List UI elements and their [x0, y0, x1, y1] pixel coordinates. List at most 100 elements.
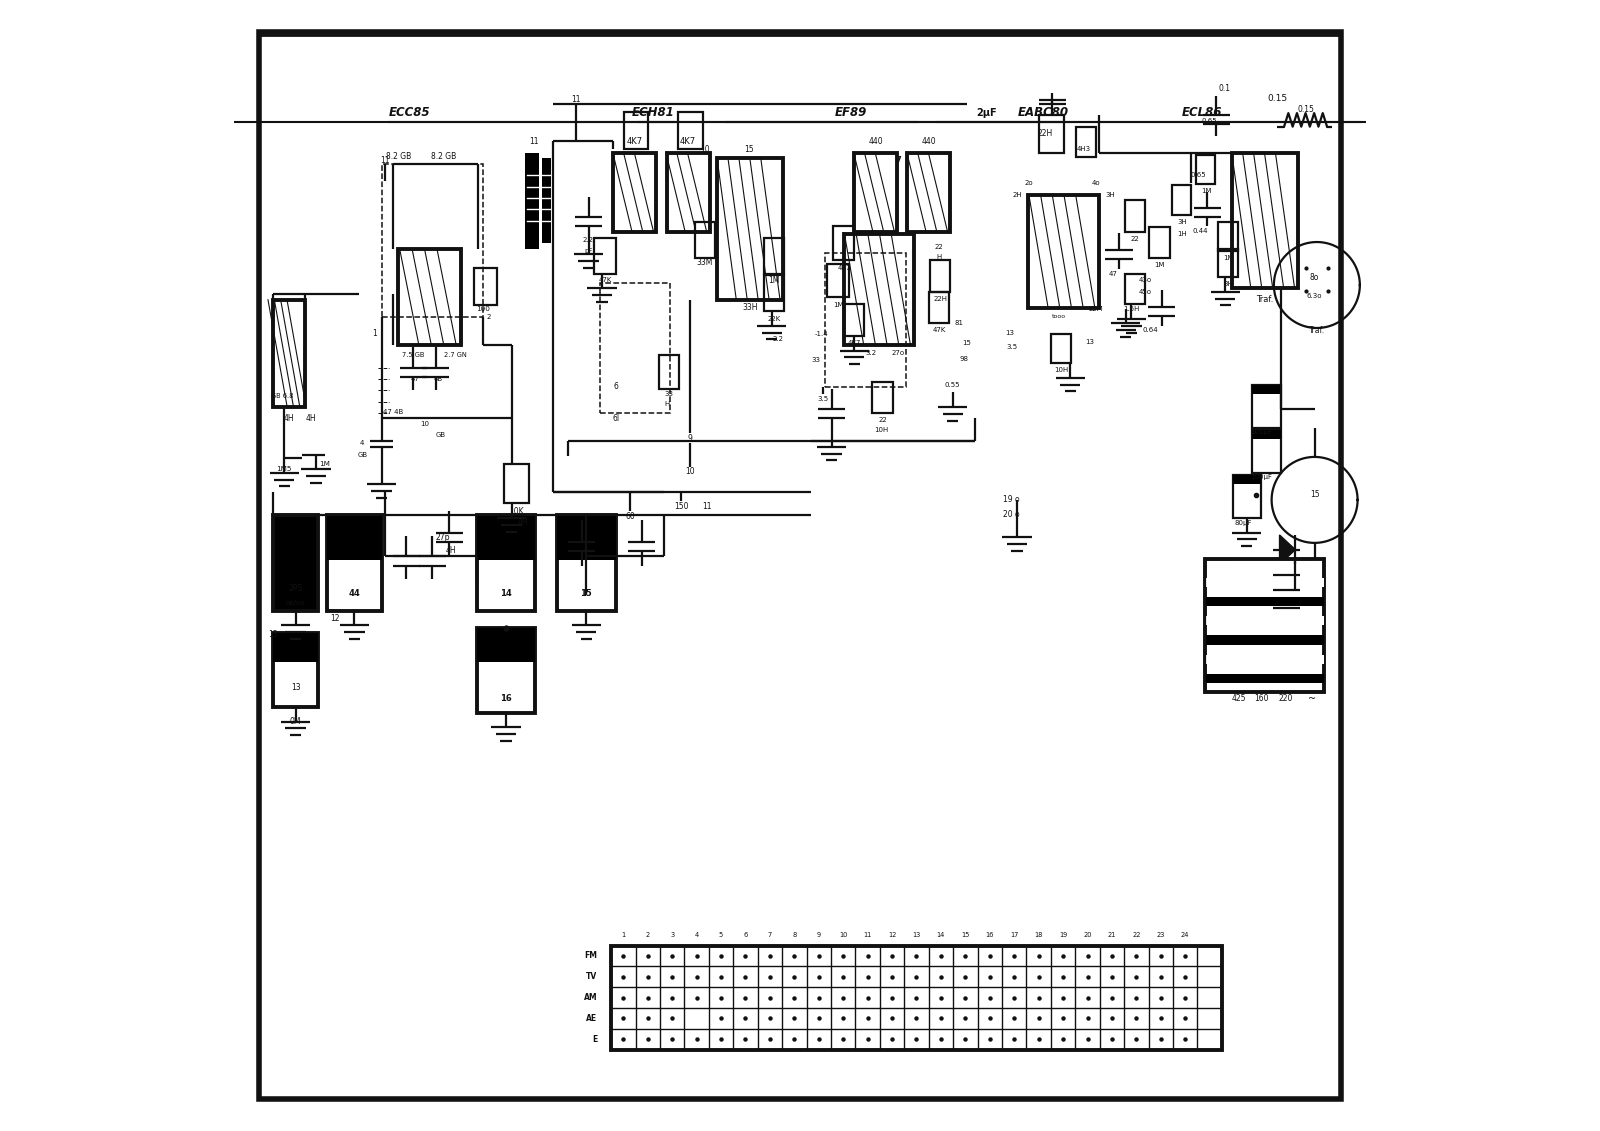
Text: 7: 7	[768, 932, 773, 938]
Text: 22M: 22M	[1090, 305, 1104, 312]
Bar	[872, 382, 893, 413]
Text: 11: 11	[530, 137, 539, 146]
Text: 1M: 1M	[1155, 261, 1165, 268]
Bar	[477, 515, 536, 560]
Text: 13: 13	[291, 683, 301, 692]
Text: EF89: EF89	[835, 106, 867, 119]
Text: 47K: 47K	[598, 277, 613, 284]
Bar	[1205, 559, 1323, 692]
Text: EABC80: EABC80	[1018, 106, 1069, 119]
Text: 11: 11	[702, 502, 712, 511]
Text: 100µF: 100µF	[1251, 474, 1272, 481]
Bar	[845, 234, 914, 345]
Bar	[854, 153, 898, 232]
Text: Traf.: Traf.	[1309, 326, 1325, 335]
Text: 0.1: 0.1	[1218, 84, 1230, 93]
Text: 6: 6	[613, 382, 618, 391]
Text: 0.65: 0.65	[1202, 118, 1218, 124]
Text: 5: 5	[718, 932, 723, 938]
Text: 20 o: 20 o	[1003, 510, 1019, 519]
Text: 2µF: 2µF	[976, 109, 997, 118]
Text: 15: 15	[581, 589, 592, 598]
Text: AE: AE	[587, 1013, 597, 1022]
Text: 4H: 4H	[306, 414, 317, 423]
Bar	[474, 268, 498, 305]
Text: 0.55: 0.55	[946, 381, 960, 388]
Text: 8o: 8o	[1310, 273, 1320, 282]
Text: 100µF: 100µF	[1251, 429, 1272, 435]
Text: 10K: 10K	[509, 507, 523, 516]
Text: 2.2: 2.2	[582, 236, 594, 243]
Bar	[1205, 616, 1323, 625]
Text: 14: 14	[936, 932, 946, 938]
Text: 12: 12	[331, 614, 339, 623]
Polygon shape	[1280, 560, 1296, 589]
Text: ECC85: ECC85	[389, 106, 430, 119]
Text: 6: 6	[744, 932, 747, 938]
Text: 3H: 3H	[1178, 218, 1187, 225]
Text: 11: 11	[571, 95, 581, 104]
Bar	[1232, 153, 1298, 288]
Bar	[1219, 249, 1238, 277]
Text: 15: 15	[962, 339, 971, 346]
Bar	[763, 238, 784, 274]
Text: 6I: 6I	[613, 414, 619, 423]
Text: 11: 11	[864, 932, 872, 938]
Text: 0.15: 0.15	[1298, 105, 1314, 114]
Bar	[694, 222, 715, 258]
Text: tooo: tooo	[1051, 314, 1066, 319]
Bar	[504, 464, 528, 503]
Text: 9: 9	[816, 932, 821, 938]
Bar	[1234, 475, 1261, 484]
Text: 13: 13	[1005, 329, 1014, 336]
Bar	[477, 628, 536, 662]
Bar	[477, 515, 536, 611]
Bar	[542, 158, 550, 243]
Text: ECH81: ECH81	[632, 106, 674, 119]
Text: 4o: 4o	[1093, 180, 1101, 187]
Text: 4H: 4H	[283, 414, 294, 423]
Text: TV: TV	[586, 973, 597, 982]
Text: 0M: 0M	[290, 717, 301, 726]
Text: 10: 10	[421, 421, 429, 428]
Text: 2.2: 2.2	[773, 336, 784, 343]
Text: 1M: 1M	[834, 302, 843, 309]
Text: 440: 440	[869, 137, 883, 146]
Text: 22: 22	[1131, 235, 1139, 242]
Text: 17: 17	[1010, 932, 1018, 938]
Bar	[274, 633, 318, 707]
Text: GB 6.8: GB 6.8	[270, 392, 293, 399]
Text: 1M: 1M	[768, 276, 779, 285]
Text: 60: 60	[626, 512, 635, 521]
Text: 33M: 33M	[698, 258, 714, 267]
Text: 1M: 1M	[320, 460, 331, 467]
Bar	[624, 112, 648, 149]
Text: 0.65: 0.65	[1190, 172, 1206, 179]
Bar	[611, 946, 1222, 1050]
Bar	[328, 515, 381, 560]
Text: 100: 100	[477, 305, 490, 312]
Text: FM: FM	[584, 951, 597, 960]
Text: 8: 8	[792, 932, 797, 938]
Text: 24: 24	[1181, 932, 1189, 938]
Text: E: E	[592, 1035, 597, 1044]
Text: 2: 2	[646, 932, 650, 938]
Text: 10H: 10H	[1054, 366, 1069, 373]
Text: 4K7: 4K7	[627, 137, 643, 146]
Text: 15: 15	[1310, 490, 1320, 499]
Bar	[1219, 222, 1238, 251]
Bar	[667, 153, 709, 232]
Text: Traf.: Traf.	[1256, 295, 1274, 304]
Text: 33H: 33H	[742, 303, 758, 312]
Bar	[477, 628, 536, 713]
Text: -1.4: -1.4	[814, 330, 829, 337]
Bar	[613, 153, 656, 232]
Text: 23: 23	[1157, 932, 1165, 938]
Text: 47: 47	[411, 375, 419, 382]
Text: 33: 33	[664, 390, 674, 397]
Text: 15: 15	[744, 145, 754, 154]
Bar	[930, 292, 949, 323]
Text: 1M: 1M	[1200, 188, 1211, 195]
Text: 4K7: 4K7	[837, 265, 851, 271]
Text: 8.2 GB: 8.2 GB	[386, 152, 411, 161]
